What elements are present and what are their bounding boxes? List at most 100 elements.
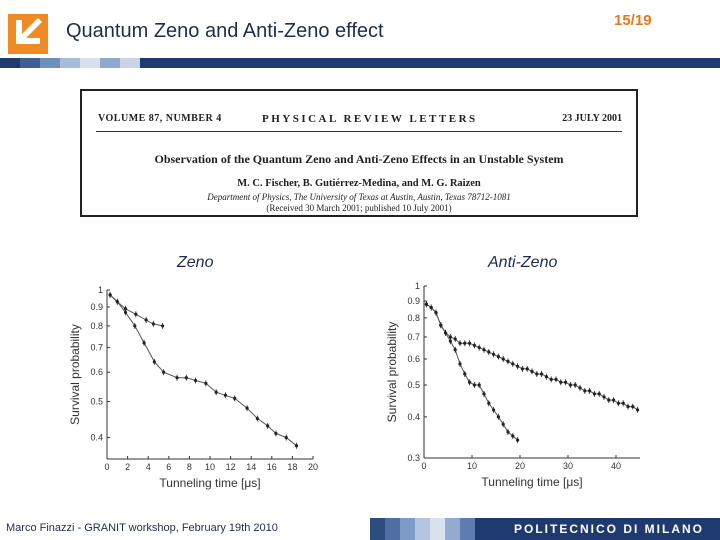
y-axis-title: Survival probability: [385, 322, 399, 423]
data-point: [573, 383, 577, 387]
x-tick-label: 4: [146, 462, 151, 472]
x-axis-title: Tunneling time [μs]: [481, 475, 582, 489]
data-point: [458, 362, 462, 366]
data-point: [535, 372, 539, 376]
data-point: [592, 392, 596, 396]
antizeno-label: Anti-Zeno: [488, 254, 558, 271]
data-point: [506, 430, 510, 434]
data-point: [468, 380, 472, 384]
data-point: [482, 392, 486, 396]
x-tick-label: 20: [515, 461, 525, 471]
data-point: [492, 408, 496, 412]
x-tick-label: 30: [563, 461, 573, 471]
data-point: [115, 300, 119, 304]
x-tick-label: 20: [308, 462, 318, 472]
y-tick-label: 1: [415, 281, 420, 291]
y-tick-label: 0.4: [407, 412, 420, 422]
data-point: [463, 372, 467, 376]
data-point: [597, 392, 601, 396]
data-point: [133, 324, 137, 328]
data-point: [152, 360, 156, 364]
data-point: [468, 341, 472, 345]
data-point: [439, 323, 443, 327]
paper-title: Observation of the Quantum Zeno and Anti…: [154, 152, 564, 166]
data-point: [520, 367, 524, 371]
y-tick-label: 0.4: [90, 433, 103, 443]
data-point: [530, 369, 534, 374]
x-tick-label: 10: [205, 462, 215, 472]
y-tick-label: 0.3: [407, 453, 420, 463]
data-point: [162, 370, 166, 374]
data-point: [482, 348, 486, 352]
x-tick-label: 12: [226, 462, 236, 472]
data-point: [184, 376, 188, 380]
x-tick-label: 0: [104, 462, 109, 472]
data-point: [214, 390, 218, 394]
data-point: [549, 377, 553, 382]
y-tick-label: 1: [98, 285, 103, 295]
series-line-1: [109, 294, 297, 447]
data-point: [506, 359, 510, 363]
data-point: [424, 302, 428, 306]
institution-name: POLITECNICO DI MILANO: [514, 522, 704, 536]
data-point: [429, 305, 433, 310]
x-tick-label: 8: [187, 462, 192, 472]
data-point: [492, 352, 496, 356]
paper-authors: M. C. Fischer, B. Gutiérrez-Medina, and …: [237, 178, 481, 189]
data-point: [434, 311, 438, 315]
paper-date: 23 JULY 2001: [562, 113, 622, 124]
data-point: [511, 434, 515, 438]
data-point: [463, 341, 467, 345]
data-point: [496, 415, 500, 419]
data-point: [559, 380, 563, 384]
data-point: [144, 318, 148, 322]
data-point: [193, 378, 198, 383]
x-axis-title: Tunneling time [μs]: [159, 476, 260, 490]
data-point: [472, 383, 476, 387]
data-point: [636, 408, 640, 412]
antizeno-plot: 0 10 20 30 40 1 0.9 0.8 0.7 0.6 0.5 0.4 0.3 Tunneling…: [385, 281, 640, 489]
data-point: [583, 389, 587, 393]
data-point: [626, 404, 630, 409]
data-point: [516, 364, 520, 368]
data-point: [266, 424, 270, 428]
x-tick-label: 10: [467, 461, 477, 471]
data-point: [204, 381, 208, 385]
data-point: [444, 331, 448, 335]
y-tick-label: 0.6: [90, 367, 103, 377]
data-point: [612, 398, 616, 402]
data-point: [123, 307, 128, 311]
y-tick-label: 0.7: [90, 342, 103, 352]
y-tick-label: 0.8: [407, 313, 420, 323]
data-point: [134, 312, 138, 316]
data-point: [568, 383, 572, 387]
x-tick-label: 16: [267, 462, 277, 472]
paper-volume: VOLUME 87, NUMBER 4: [98, 113, 222, 124]
zeno-plot: 0 2 4 6 8 10 12 14 16 18 20 1 0.9 0.8 0.7 0.6 0.5 0.4 Tunn…: [68, 285, 318, 490]
data-point: [161, 324, 165, 328]
slide-number: 15/19: [614, 12, 652, 29]
x-tick-label: 18: [287, 462, 297, 472]
paper-header: VOLUME 87, NUMBER 4 PHYSICAL REVIEW LETT…: [80, 89, 638, 217]
data-point: [602, 395, 606, 399]
slide-title: Quantum Zeno and Anti-Zeno effect: [66, 20, 384, 42]
data-point: [453, 337, 457, 341]
x-tick-label: 6: [166, 462, 171, 472]
x-tick-label: 0: [421, 461, 426, 471]
data-point: [621, 401, 625, 405]
footer-bar: POLITECNICO DI MILANO: [370, 518, 720, 540]
y-tick-label: 0.8: [90, 321, 103, 331]
data-point: [458, 341, 462, 345]
data-point: [607, 398, 611, 402]
data-point: [472, 343, 476, 347]
data-point: [223, 393, 228, 397]
data-point: [123, 310, 128, 315]
data-point: [578, 386, 582, 390]
polimi-logo-icon: [8, 14, 48, 54]
paper-journal: PHYSICAL REVIEW LETTERS: [262, 113, 478, 125]
data-point: [294, 444, 299, 448]
y-tick-label: 0.5: [90, 397, 103, 407]
data-point: [631, 404, 635, 409]
y-tick-label: 0.7: [407, 332, 420, 342]
paper-received: (Received 30 March 2001; published 10 Ju…: [266, 203, 452, 213]
